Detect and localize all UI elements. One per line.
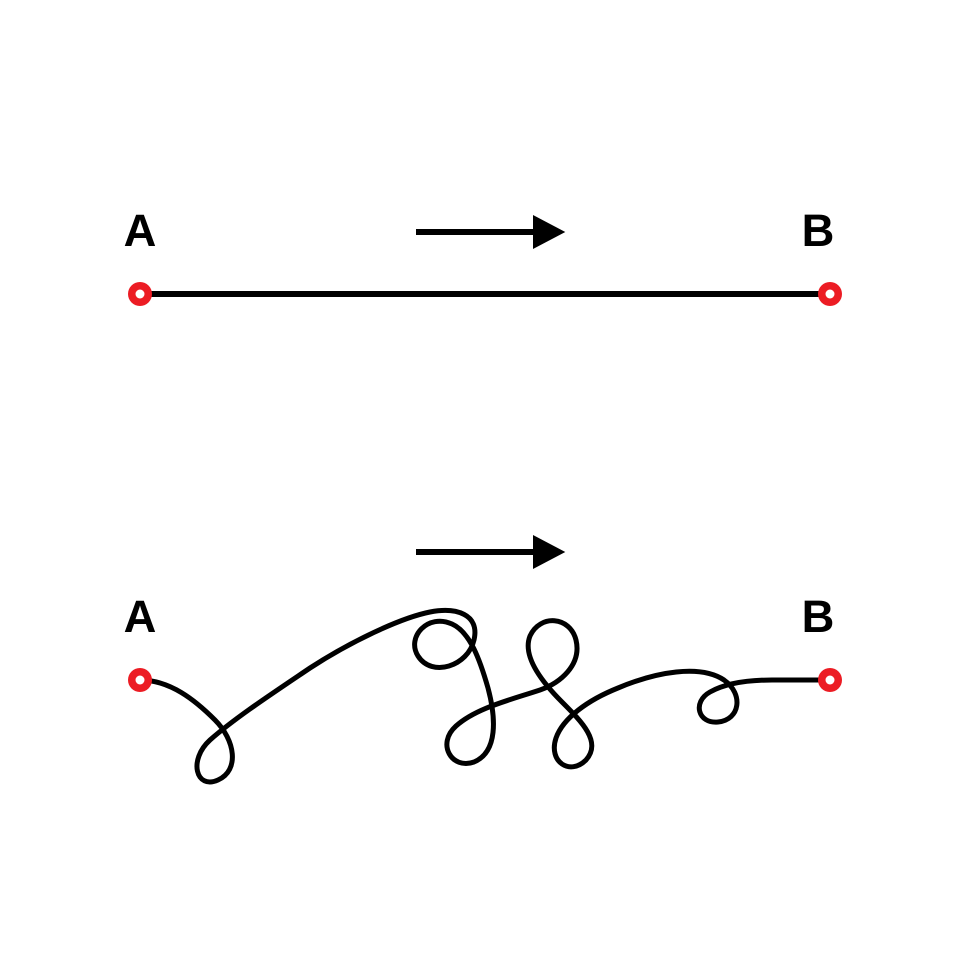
endpoint-panel_top-b xyxy=(818,282,842,306)
endpoint-panel_bottom-a xyxy=(128,668,152,692)
direction-arrow-panel_top xyxy=(416,215,565,249)
label-a-panel_bottom: A xyxy=(124,591,157,642)
label-a-panel_top: A xyxy=(124,205,157,256)
tangled-path xyxy=(140,610,830,781)
direction-arrow-panel_bottom xyxy=(416,535,565,569)
label-b-panel_bottom: B xyxy=(802,591,835,642)
endpoint-panel_bottom-b xyxy=(818,668,842,692)
endpoint-panel_top-a xyxy=(128,282,152,306)
label-b-panel_top: B xyxy=(802,205,835,256)
